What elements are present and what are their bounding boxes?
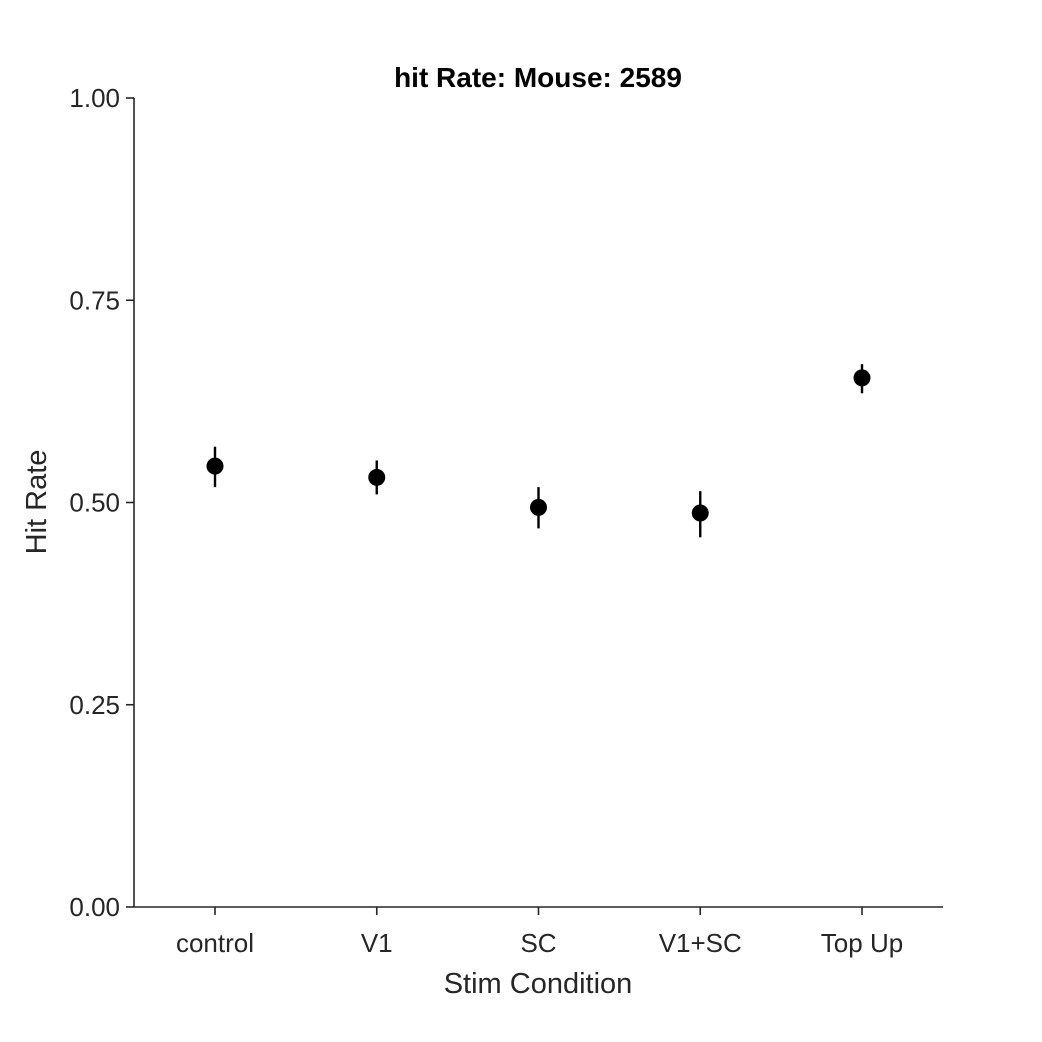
y-tick-label: 1.00 bbox=[69, 83, 120, 113]
x-axis-label: Stim Condition bbox=[444, 968, 633, 1000]
data-point bbox=[530, 498, 547, 516]
data-points bbox=[206, 369, 871, 522]
data-point bbox=[853, 369, 871, 387]
data-point bbox=[206, 457, 224, 475]
y-axis-label: Hit Rate bbox=[21, 450, 53, 555]
chart-title: hit Rate: Mouse: 2589 bbox=[394, 62, 682, 93]
x-tick-label: V1+SC bbox=[659, 928, 742, 958]
x-tick-label: SC bbox=[520, 928, 556, 958]
y-tick-label: 0.50 bbox=[69, 488, 120, 518]
y-ticks: 0.00 0.25 0.50 0.75 1.00 bbox=[69, 83, 134, 922]
x-ticks: control V1 SC V1+SC Top Up bbox=[176, 907, 903, 958]
y-tick-label: 0.00 bbox=[69, 892, 120, 922]
x-tick-label: V1 bbox=[361, 928, 393, 958]
x-tick-label: control bbox=[176, 928, 254, 958]
y-tick-label: 0.25 bbox=[69, 690, 120, 720]
data-point bbox=[368, 468, 386, 486]
data-point bbox=[691, 504, 709, 522]
y-tick-label: 0.75 bbox=[69, 285, 120, 315]
x-tick-label: Top Up bbox=[821, 928, 903, 958]
